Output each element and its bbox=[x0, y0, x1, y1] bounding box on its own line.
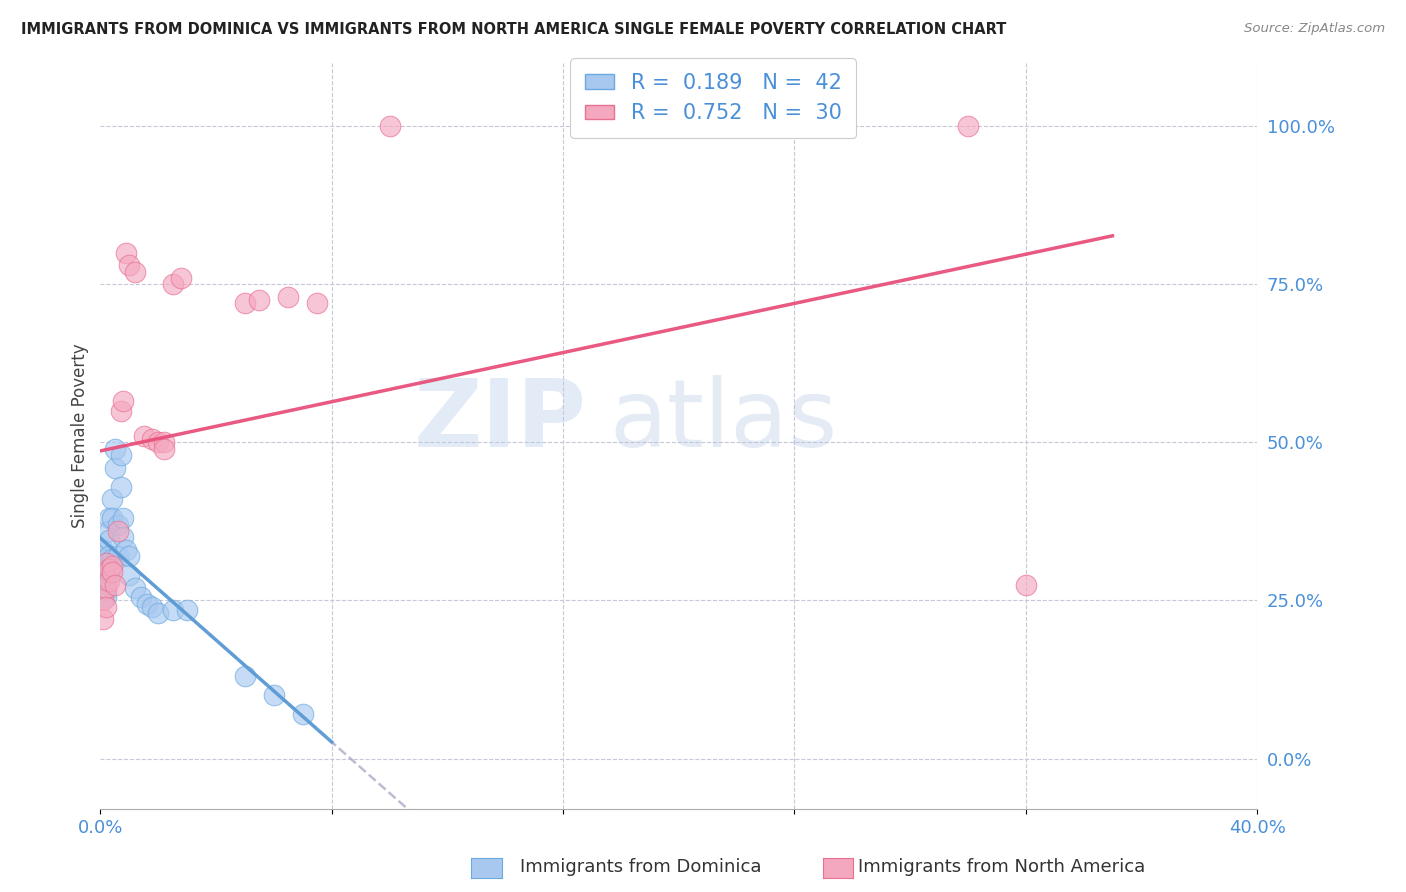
Point bbox=[91, 549, 114, 564]
Point bbox=[233, 669, 256, 683]
Point bbox=[94, 562, 117, 576]
Point bbox=[233, 296, 256, 310]
Point bbox=[118, 549, 141, 564]
Point bbox=[132, 429, 155, 443]
Point bbox=[98, 549, 121, 564]
Text: ZIP: ZIP bbox=[413, 376, 586, 467]
Point bbox=[115, 542, 138, 557]
Point bbox=[263, 688, 285, 702]
Point bbox=[115, 245, 138, 260]
Point bbox=[98, 562, 121, 576]
Point bbox=[94, 599, 117, 614]
Point bbox=[94, 556, 117, 570]
Point bbox=[94, 584, 117, 599]
Point bbox=[101, 558, 124, 573]
Point bbox=[101, 565, 124, 579]
Point bbox=[107, 549, 129, 564]
Point bbox=[104, 460, 127, 475]
Point bbox=[378, 119, 401, 133]
Point bbox=[135, 597, 157, 611]
Point bbox=[153, 435, 176, 450]
Point bbox=[94, 577, 117, 591]
Point bbox=[104, 577, 127, 591]
Point bbox=[124, 264, 146, 278]
Point bbox=[91, 552, 114, 566]
Point bbox=[94, 591, 117, 605]
Point bbox=[110, 448, 132, 462]
Point bbox=[112, 511, 135, 525]
Point bbox=[162, 277, 184, 292]
Point bbox=[101, 511, 124, 525]
Point bbox=[118, 568, 141, 582]
Point bbox=[141, 432, 163, 446]
Point bbox=[94, 571, 117, 585]
Point bbox=[91, 542, 114, 557]
Point bbox=[91, 571, 114, 585]
Point bbox=[956, 119, 979, 133]
Point bbox=[91, 562, 114, 576]
Legend: R =  0.189   N =  42, R =  0.752   N =  30: R = 0.189 N = 42, R = 0.752 N = 30 bbox=[571, 58, 856, 138]
Text: IMMIGRANTS FROM DOMINICA VS IMMIGRANTS FROM NORTH AMERICA SINGLE FEMALE POVERTY : IMMIGRANTS FROM DOMINICA VS IMMIGRANTS F… bbox=[21, 22, 1007, 37]
Text: Source: ZipAtlas.com: Source: ZipAtlas.com bbox=[1244, 22, 1385, 36]
Point bbox=[91, 593, 114, 607]
Point bbox=[101, 552, 124, 566]
Point bbox=[107, 517, 129, 532]
Point bbox=[162, 603, 184, 617]
Point bbox=[91, 565, 114, 579]
Point bbox=[148, 435, 170, 450]
Point bbox=[124, 581, 146, 595]
Point bbox=[247, 293, 270, 307]
Point bbox=[118, 258, 141, 272]
Point bbox=[94, 581, 117, 595]
Point bbox=[170, 271, 193, 285]
Point bbox=[91, 612, 114, 626]
Point bbox=[104, 442, 127, 456]
Point bbox=[91, 558, 114, 573]
Point bbox=[98, 511, 121, 525]
Point bbox=[98, 524, 121, 538]
Point bbox=[98, 533, 121, 548]
Text: Immigrants from North America: Immigrants from North America bbox=[858, 858, 1144, 876]
Text: atlas: atlas bbox=[609, 376, 838, 467]
Point bbox=[110, 403, 132, 417]
Point bbox=[153, 442, 176, 456]
Point bbox=[112, 530, 135, 544]
Point bbox=[176, 603, 198, 617]
Point bbox=[141, 599, 163, 614]
Text: Immigrants from Dominica: Immigrants from Dominica bbox=[520, 858, 762, 876]
Point bbox=[277, 290, 299, 304]
Point bbox=[101, 492, 124, 507]
Point bbox=[110, 480, 132, 494]
Point bbox=[107, 524, 129, 538]
Y-axis label: Single Female Poverty: Single Female Poverty bbox=[72, 343, 89, 528]
Point bbox=[291, 707, 314, 722]
Point bbox=[307, 296, 329, 310]
Point bbox=[148, 606, 170, 620]
Point bbox=[94, 556, 117, 570]
Point bbox=[129, 591, 152, 605]
Point bbox=[1015, 577, 1038, 591]
Point bbox=[98, 574, 121, 589]
Point bbox=[91, 568, 114, 582]
Point bbox=[112, 394, 135, 409]
